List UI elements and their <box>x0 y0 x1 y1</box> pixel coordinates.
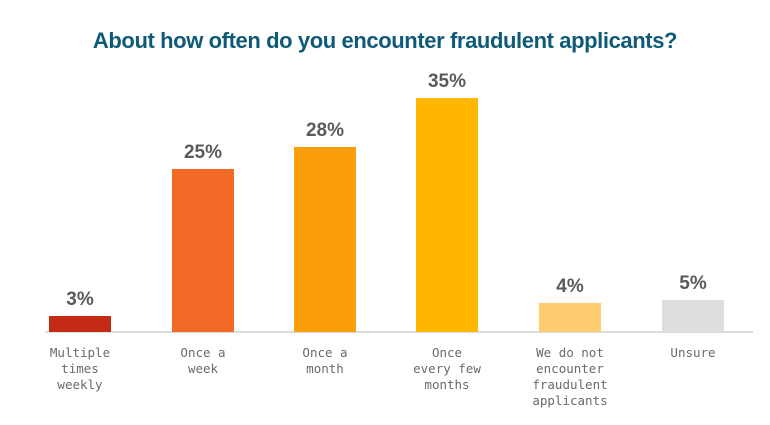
value-label: 3% <box>66 289 94 310</box>
category-label: Once every few months <box>413 345 481 392</box>
x-axis-line <box>45 331 753 333</box>
bar-do-not-encounter <box>539 303 601 332</box>
value-label: 5% <box>679 273 707 294</box>
category-label: Unsure <box>670 345 716 360</box>
category-label: Multiple times weekly <box>49 345 111 392</box>
bar-once-a-month <box>294 147 356 332</box>
value-label: 28% <box>305 120 345 141</box>
value-label: 4% <box>556 276 584 297</box>
category-label: Once a week <box>180 345 226 376</box>
bar-once-every-few-months <box>416 98 478 332</box>
bar-multiple-times-weekly <box>49 316 111 332</box>
bar-once-a-week <box>172 169 234 332</box>
value-label: 35% <box>427 71 467 92</box>
chart-title: About how often do you encounter fraudul… <box>92 28 678 53</box>
bar-unsure <box>662 300 724 332</box>
category-label: We do not encounter fraudulent applicant… <box>532 345 608 408</box>
value-label: 25% <box>183 142 223 163</box>
category-label: Once a month <box>302 345 348 376</box>
